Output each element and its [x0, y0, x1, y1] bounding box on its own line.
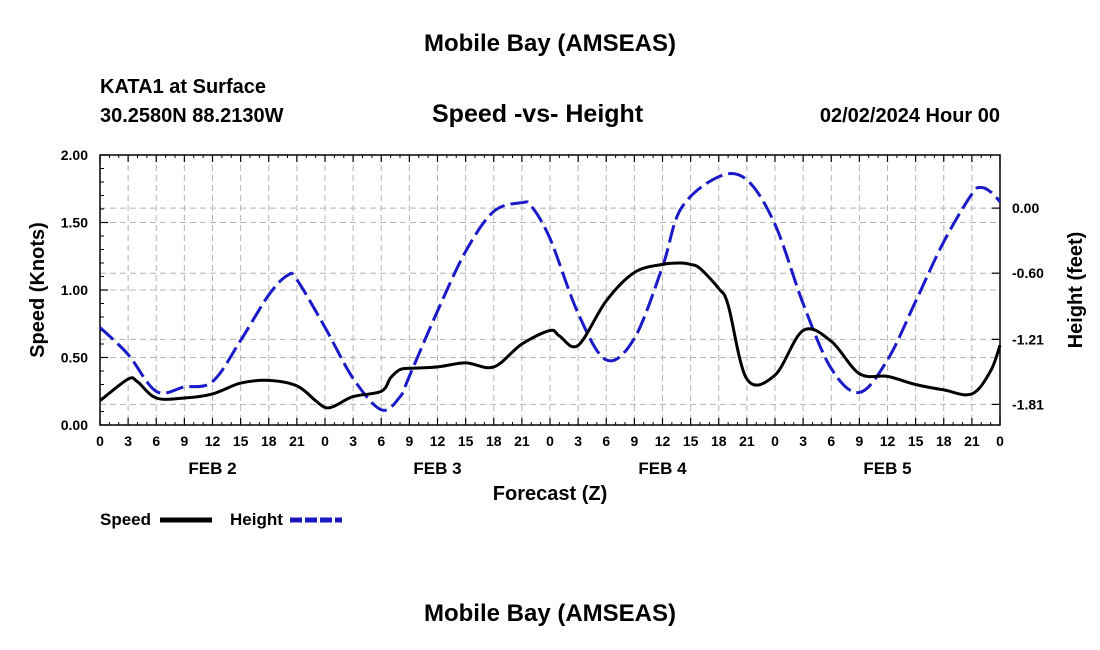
y2-tick-label: -0.60 — [1012, 265, 1044, 281]
forecast-date: 02/02/2024 Hour 00 — [819, 105, 1000, 127]
station-coordinates: 30.2580N 88.2130W — [100, 105, 284, 127]
height-series-line — [98, 172, 1002, 412]
x-tick-label: 15 — [908, 433, 924, 449]
series-layer — [98, 172, 1002, 412]
legend-height-label: Height — [230, 510, 283, 529]
y-tick-label: 0.00 — [61, 417, 88, 433]
legend-speed-label: Speed — [100, 510, 151, 529]
x-tick-label: 15 — [233, 433, 249, 449]
x-tick-label: 21 — [739, 433, 755, 449]
x-tick-label: 3 — [574, 433, 582, 449]
y-tick-label: 1.00 — [61, 282, 88, 298]
tick-labels: 0 3 6 9 12 15 18 21 0 3 6 9 12 15 18 21 0 3 6 9 12 15 18 21 0 3 6 9… — [61, 147, 1044, 478]
day-label: FEB 4 — [638, 459, 687, 478]
y2-tick-label: -1.81 — [1012, 396, 1044, 412]
chart-title: Speed -vs- Height — [432, 100, 644, 128]
x-tick-label: 3 — [349, 433, 357, 449]
x-tick-label: 6 — [152, 433, 160, 449]
x-tick-label: 3 — [124, 433, 132, 449]
y2-tick-label: -1.21 — [1012, 331, 1044, 347]
x-tick-label: 9 — [855, 433, 863, 449]
y-tick-label: 2.00 — [61, 147, 88, 163]
y-tick-label: 1.50 — [61, 215, 88, 231]
x-tick-label: 9 — [180, 433, 188, 449]
x-tick-label: 18 — [711, 433, 727, 449]
x-tick-label: 0 — [546, 433, 554, 449]
x-tick-label: 0 — [321, 433, 329, 449]
page-title: Mobile Bay (AMSEAS) — [423, 30, 677, 57]
x-tick-label: 18 — [486, 433, 502, 449]
x-tick-label: 12 — [430, 433, 446, 449]
x-tick-label: 15 — [683, 433, 699, 449]
day-label: FEB 2 — [188, 459, 236, 478]
x-tick-label: 6 — [602, 433, 610, 449]
y2-tick-label: 0.00 — [1012, 200, 1039, 216]
y-tick-label: 0.50 — [61, 350, 88, 366]
x-tick-label: 12 — [655, 433, 671, 449]
x-tick-label: 0 — [771, 433, 779, 449]
day-label: FEB 3 — [413, 459, 461, 478]
x-tick-label: 21 — [964, 433, 980, 449]
y-axis-title: Speed (Knots) — [27, 222, 49, 358]
x-tick-label: 21 — [289, 433, 305, 449]
x-tick-label: 18 — [261, 433, 277, 449]
x-tick-label: 12 — [880, 433, 896, 449]
y2-axis-title: Height (feet) — [1065, 232, 1087, 349]
day-label: FEB 5 — [863, 459, 911, 478]
x-tick-label: 9 — [405, 433, 413, 449]
axis-ticks — [99, 154, 1001, 426]
x-tick-label: 15 — [458, 433, 474, 449]
legend: Speed Height — [100, 510, 342, 529]
x-tick-label: 9 — [630, 433, 638, 449]
x-axis-title: Forecast (Z) — [493, 483, 607, 505]
x-tick-label: 0 — [996, 433, 1004, 449]
speed-series-line — [99, 261, 1002, 410]
x-tick-label: 3 — [799, 433, 807, 449]
grid — [100, 155, 1000, 425]
x-tick-label: 6 — [377, 433, 385, 449]
x-tick-label: 18 — [936, 433, 952, 449]
x-tick-label: 12 — [205, 433, 221, 449]
footer-title: Mobile Bay (AMSEAS) — [423, 600, 677, 627]
station-label: KATA1 at Surface — [100, 76, 266, 98]
x-tick-label: 6 — [827, 433, 835, 449]
x-tick-label: 0 — [96, 433, 104, 449]
x-tick-label: 21 — [514, 433, 530, 449]
